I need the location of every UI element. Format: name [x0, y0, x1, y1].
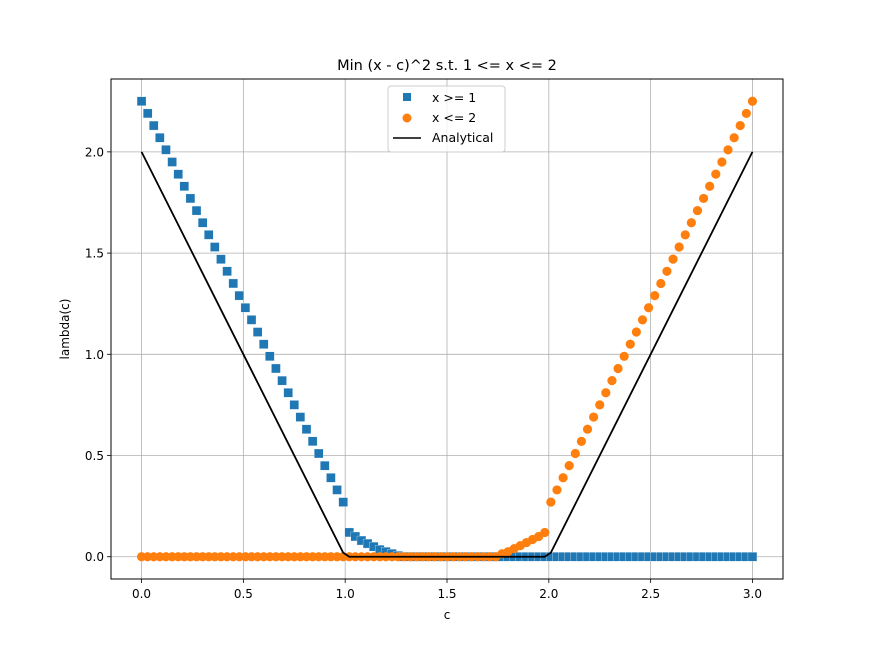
circle-marker — [711, 169, 721, 179]
circle-marker — [576, 436, 587, 446]
square-marker — [338, 497, 348, 507]
circle-marker — [717, 157, 727, 167]
square-marker — [191, 205, 202, 216]
square-marker — [197, 218, 208, 228]
square-marker — [265, 351, 275, 361]
x-tick-label: 0.5 — [234, 587, 253, 601]
circle-marker — [656, 278, 666, 289]
square-marker — [283, 388, 293, 398]
circle-marker — [595, 400, 605, 410]
plot-area — [136, 96, 758, 562]
circle-marker — [723, 145, 733, 155]
square-marker — [216, 254, 226, 264]
square-marker-icon — [403, 93, 411, 101]
square-marker — [185, 193, 196, 204]
y-axis-ticks: 0.0 0.5 1.0 1.5 2.0 — [85, 145, 111, 564]
legend-box — [387, 85, 506, 153]
y-axis-label: lambda(c) — [58, 299, 72, 360]
circle-marker — [650, 290, 660, 301]
y-tick-label: 1.0 — [85, 348, 104, 362]
circle-marker — [668, 254, 678, 264]
square-marker — [161, 145, 171, 155]
circle-marker — [735, 120, 745, 131]
circle-marker — [552, 485, 562, 495]
square-marker — [179, 181, 189, 191]
square-marker — [204, 230, 214, 240]
x-tick-label: 1.0 — [336, 587, 355, 601]
x-tick-label: 1.5 — [437, 587, 456, 601]
circle-marker — [619, 351, 629, 361]
square-marker — [155, 133, 165, 143]
chart-title: Min (x - c)^2 s.t. 1 <= x <= 2 — [337, 58, 557, 74]
circle-marker-icon — [402, 113, 412, 123]
y-tick-label: 2.0 — [85, 145, 104, 159]
square-marker — [173, 169, 183, 179]
legend-label-x-ge-1: x >= 1 — [432, 90, 476, 105]
circle-marker — [686, 218, 696, 228]
square-marker — [228, 278, 238, 289]
square-marker — [240, 303, 251, 313]
analytical-line — [140, 151, 754, 558]
circle-marker — [741, 108, 751, 119]
square-marker — [307, 436, 318, 446]
circle-marker — [637, 315, 648, 325]
circle-marker — [564, 461, 574, 471]
x-tick-label: 3.0 — [743, 587, 762, 601]
square-marker — [271, 363, 281, 374]
circle-marker — [540, 527, 550, 538]
circle-marker — [570, 448, 580, 459]
legend-label-x-le-2: x <= 2 — [432, 110, 476, 125]
square-marker — [277, 375, 287, 386]
circle-marker — [582, 424, 593, 434]
legend: x >= 1 x <= 2 Analytical — [387, 85, 506, 153]
square-marker — [136, 96, 147, 106]
square-marker — [320, 460, 330, 471]
square-marker — [246, 315, 257, 325]
square-marker — [259, 339, 269, 349]
x-tick-label: 0.0 — [132, 587, 151, 601]
circle-marker — [644, 303, 654, 313]
square-marker — [332, 485, 342, 495]
square-marker — [210, 242, 220, 252]
square-marker — [149, 120, 159, 131]
square-marker — [326, 473, 336, 483]
x-tick-label: 2.5 — [641, 587, 660, 601]
y-tick-label: 0.5 — [85, 449, 104, 463]
square-marker — [252, 327, 263, 337]
circle-marker — [705, 181, 715, 191]
x-axis-label: c — [444, 608, 451, 622]
square-marker — [747, 552, 758, 562]
x-axis-ticks: 0.0 0.5 1.0 1.5 2.0 2.5 3.0 — [132, 579, 762, 601]
square-marker — [289, 400, 299, 410]
square-marker — [143, 108, 153, 119]
circle-marker — [692, 205, 703, 216]
circle-marker — [680, 230, 690, 240]
square-marker — [314, 448, 324, 459]
square-marker — [234, 290, 244, 301]
circle-marker — [558, 473, 568, 483]
circle-marker — [613, 363, 623, 374]
circle-marker — [625, 339, 635, 349]
y-tick-label: 0.0 — [85, 550, 104, 564]
circle-marker — [662, 266, 672, 276]
circle-marker — [674, 242, 684, 252]
square-marker — [301, 424, 312, 434]
square-marker — [222, 266, 232, 276]
x-tick-label: 2.0 — [539, 587, 558, 601]
circle-marker — [589, 412, 599, 422]
y-tick-label: 1.5 — [85, 247, 104, 261]
circle-marker — [607, 376, 617, 386]
circle-marker — [698, 193, 709, 204]
square-marker — [295, 412, 306, 422]
series-x-le-2 — [136, 96, 758, 562]
circle-marker — [729, 133, 739, 143]
square-marker — [167, 157, 177, 167]
legend-label-analytical: Analytical — [432, 130, 493, 145]
circle-marker — [747, 96, 758, 106]
circle-marker — [601, 388, 611, 398]
circle-marker — [546, 497, 556, 507]
circle-marker — [631, 327, 641, 337]
